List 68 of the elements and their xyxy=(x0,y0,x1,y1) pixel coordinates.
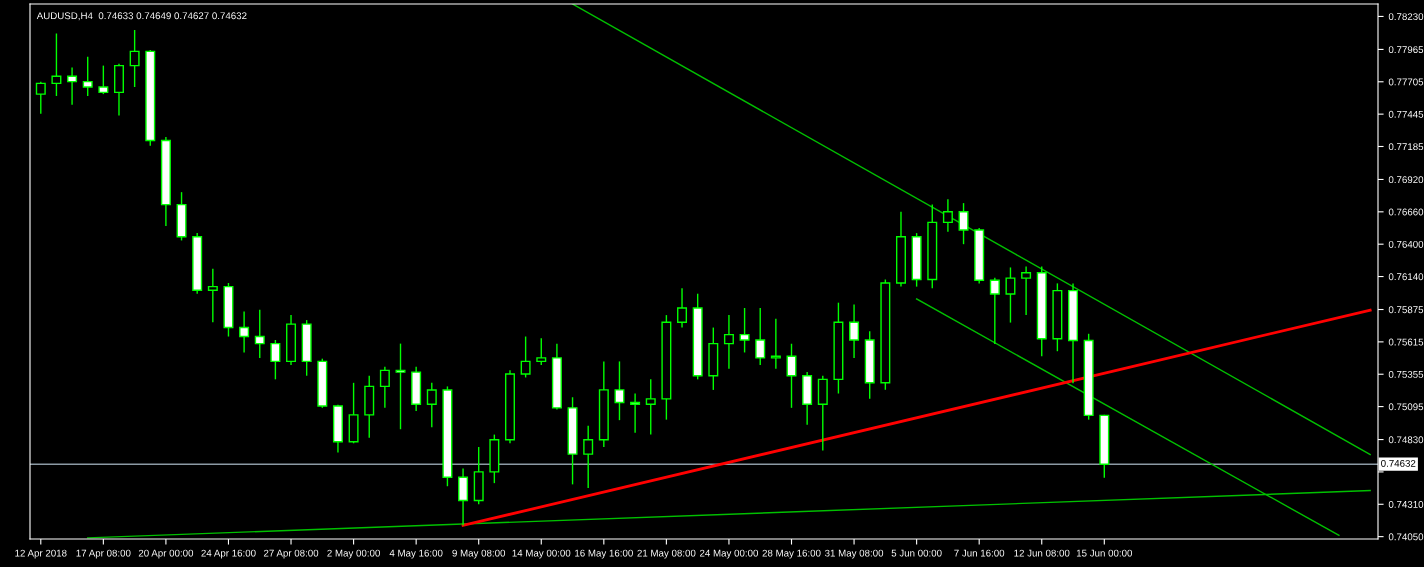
candlestick xyxy=(770,318,781,370)
candlestick xyxy=(583,424,594,489)
x-tick-label: 12 Jun 08:00 xyxy=(1014,549,1070,557)
y-tick-label: 0.78230 xyxy=(1388,13,1424,21)
candlestick xyxy=(207,268,218,323)
x-tick-label: 21 May 08:00 xyxy=(637,549,696,559)
y-tick-label: 0.75875 xyxy=(1388,306,1424,314)
y-tick-label: 0.75355 xyxy=(1388,370,1424,378)
candlestick xyxy=(395,342,406,430)
candlestick xyxy=(379,366,390,409)
x-tick-label: 12 Apr 2018 xyxy=(15,549,67,559)
y-tick-label: 0.77965 xyxy=(1388,46,1424,54)
x-tick-label: 24 Apr 16:00 xyxy=(201,549,256,559)
candlestick xyxy=(739,307,750,354)
candlestick xyxy=(630,392,641,434)
y-tick-label: 0.75095 xyxy=(1388,403,1424,411)
candlestick xyxy=(536,337,547,366)
candlestick xyxy=(426,382,437,429)
candlestick xyxy=(239,310,250,354)
y-tick-label: 0.76660 xyxy=(1388,208,1424,216)
candlestick xyxy=(755,307,766,366)
candlestick xyxy=(254,309,265,359)
x-tick-label: 2 May 00:00 xyxy=(327,549,380,559)
candlestick xyxy=(989,277,1000,345)
candlestick xyxy=(1021,265,1032,316)
candlestick xyxy=(942,198,953,233)
candlestick xyxy=(67,66,78,106)
ref-line-label: 0.74632 xyxy=(1381,459,1416,467)
candlestick xyxy=(723,314,734,370)
y-tick-label: 0.77185 xyxy=(1388,143,1424,151)
candlestick xyxy=(958,202,969,245)
y-tick-label: 0.75615 xyxy=(1388,338,1424,346)
candlestick xyxy=(677,287,688,329)
x-tick-label: 5 Jun 00:00 xyxy=(891,549,942,557)
y-tick-label: 0.74830 xyxy=(1388,436,1424,444)
y-tick-label: 0.76920 xyxy=(1388,176,1424,184)
candlestick xyxy=(520,335,531,379)
x-tick-label: 20 Apr 00:00 xyxy=(138,549,194,559)
candlestick xyxy=(458,467,469,527)
x-tick-label: 15 Jun 00:00 xyxy=(1076,549,1133,557)
candlestick xyxy=(849,303,860,359)
x-tick-label: 27 Apr 08:00 xyxy=(263,549,319,559)
candlestick xyxy=(614,360,625,421)
candlestick xyxy=(129,29,140,88)
text: AUDUSD,H4 0.74633 0.74649 0.74627 0.74632 xyxy=(36,12,247,21)
y-tick-label: 0.77705 xyxy=(1388,78,1424,86)
x-tick-label: 16 May 16:00 xyxy=(575,549,633,559)
x-tick-label: 14 May 00:00 xyxy=(512,549,571,559)
y-tick-label: 0.74310 xyxy=(1388,501,1424,508)
x-tick-label: 4 May 16:00 xyxy=(389,549,443,559)
y-tick-label: 0.77445 xyxy=(1388,110,1424,118)
x-tick-label: 28 May 16:00 xyxy=(762,549,821,559)
candlestick xyxy=(82,56,93,97)
candlestick xyxy=(51,32,62,97)
y-tick-label: 0.74050 xyxy=(1388,533,1424,541)
candlestick xyxy=(1005,266,1016,324)
x-tick-label: 9 May 08:00 xyxy=(452,549,506,559)
candlestick xyxy=(98,64,109,95)
candlestick xyxy=(786,343,797,409)
x-tick-label: 24 May 00:00 xyxy=(699,549,759,559)
y-tick-label: 0.76140 xyxy=(1388,273,1424,281)
x-tick-label: 7 Jun 16:00 xyxy=(954,549,1005,557)
x-tick-label: 17 Apr 08:00 xyxy=(76,549,131,559)
y-tick-label: 0.76400 xyxy=(1388,240,1424,248)
candlestick xyxy=(35,80,46,115)
x-tick-label: 31 May 08:00 xyxy=(824,549,884,559)
candlestick xyxy=(645,378,656,436)
candlestick xyxy=(270,339,281,381)
